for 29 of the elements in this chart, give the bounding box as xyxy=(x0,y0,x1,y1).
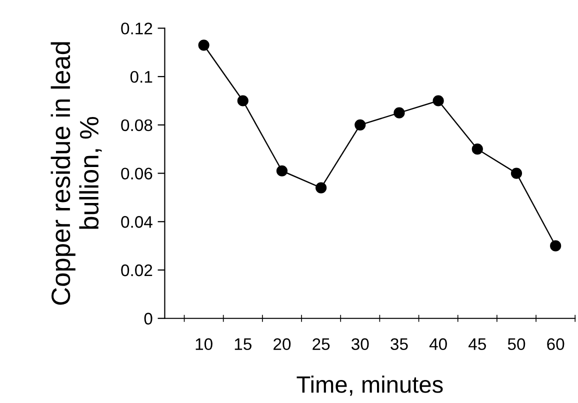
point xyxy=(198,40,210,51)
point xyxy=(354,119,366,130)
x-tick-label: 45 xyxy=(468,338,486,350)
point xyxy=(316,182,327,194)
x-tick-label: 60 xyxy=(547,338,564,350)
x-tick-label: 10 xyxy=(196,338,212,350)
x-axis-title: Time, minutes xyxy=(296,376,443,396)
y-tick-label: 0.12 xyxy=(121,22,152,34)
y-axis-title: Copper residue in lead bullion, % xyxy=(50,42,102,305)
y-tick-label: 0.04 xyxy=(121,216,152,228)
point xyxy=(276,165,288,176)
point xyxy=(432,95,444,106)
x-tick-label: 20 xyxy=(274,338,291,350)
x-tick-label: 50 xyxy=(508,338,526,350)
point xyxy=(472,144,483,155)
x-tick-label: 15 xyxy=(234,338,252,350)
y-tick-label: 0.02 xyxy=(121,264,152,276)
point xyxy=(550,240,562,252)
x-tick-label: 35 xyxy=(390,338,408,350)
point xyxy=(510,168,522,179)
y-tick-label: 0 xyxy=(144,312,152,325)
y-tick-label: 0.08 xyxy=(121,119,152,132)
x-tick-label: 40 xyxy=(429,338,447,350)
x-tick-label: 25 xyxy=(312,338,330,350)
point xyxy=(237,95,248,106)
y-tick-label: 0.06 xyxy=(121,168,152,180)
x-tick-label: 30 xyxy=(352,338,369,350)
y-tick-label: 0.1 xyxy=(130,70,152,83)
point xyxy=(394,107,405,118)
